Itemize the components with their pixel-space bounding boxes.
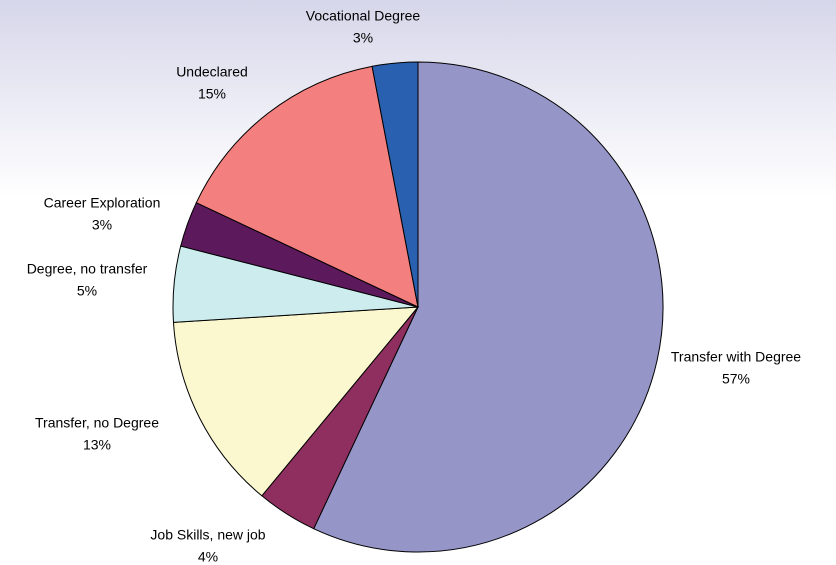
slice-label: Degree, no transfer	[27, 261, 148, 277]
slice-label: Transfer, no Degree	[35, 415, 159, 431]
slice-value-label: 5%	[77, 283, 97, 299]
pie-slice	[371, 61, 419, 308]
pie-slice	[313, 61, 664, 553]
pie-slice	[172, 306, 420, 497]
slice-label: Vocational Degree	[306, 8, 421, 24]
slice-label: Career Exploration	[44, 195, 161, 211]
slice-label: Undeclared	[176, 64, 248, 80]
slice-value-label: 57%	[722, 371, 750, 387]
slice-label: Transfer with Degree	[671, 349, 801, 365]
slice-value-label: 13%	[83, 437, 111, 453]
slice-label: Job Skills, new job	[150, 527, 265, 543]
slice-value-label: 15%	[198, 86, 226, 102]
slice-value-label: 3%	[353, 30, 373, 46]
slice-value-label: 4%	[198, 549, 218, 565]
slice-value-label: 3%	[92, 217, 112, 233]
pie-slice	[195, 65, 419, 308]
